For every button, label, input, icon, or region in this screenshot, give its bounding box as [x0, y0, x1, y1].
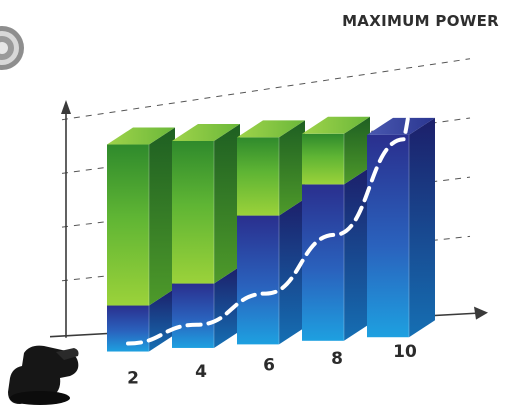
- bar-lower-segment: [237, 215, 279, 345]
- bar-top: [367, 117, 435, 135]
- chart-title: MAXIMUM POWER: [342, 12, 499, 30]
- bar-upper-side: [344, 116, 370, 185]
- bar-lower-segment: [367, 134, 409, 338]
- bar-lower-side: [344, 167, 370, 341]
- bar-upper-segment: [107, 144, 149, 306]
- bar-10: [367, 117, 435, 338]
- bar-upper-segment: [237, 137, 279, 216]
- x-tick-label: 6: [263, 355, 275, 375]
- bar-top: [107, 127, 175, 145]
- bar-lower-side: [279, 198, 305, 345]
- polishing-tool-icon: [8, 345, 79, 405]
- bar-upper-segment: [172, 140, 214, 284]
- x-tick-label: 10: [393, 342, 417, 362]
- x-axis-arrow: [474, 306, 488, 320]
- x-tick-label: 8: [331, 349, 343, 369]
- trend-line: [126, 79, 414, 346]
- bar-upper-side: [149, 127, 175, 306]
- x-tick-labels: 2 4 6 8 10: [127, 342, 417, 388]
- grid-line: [61, 58, 471, 121]
- x-tick-label: 4: [195, 362, 207, 382]
- y-axis-arrow: [61, 100, 71, 114]
- bar-top: [302, 116, 370, 134]
- pad-badge-icon: [0, 26, 24, 70]
- bar-lower-segment: [302, 184, 344, 341]
- x-tick-label: 2: [127, 369, 139, 389]
- bar-lower-side: [214, 266, 240, 348]
- bar-lower-segment: [172, 283, 214, 348]
- bar-lower-side: [409, 117, 435, 338]
- bar-4: [172, 123, 240, 348]
- bar-8: [302, 116, 370, 341]
- bar-top: [172, 123, 240, 141]
- bar-upper-side: [214, 123, 240, 284]
- bar-upper-side: [279, 120, 305, 216]
- bars: [107, 116, 435, 352]
- bar-upper-segment: [302, 133, 344, 185]
- bar-2: [107, 127, 175, 352]
- bar-top: [237, 120, 305, 138]
- bar-6: [237, 120, 305, 345]
